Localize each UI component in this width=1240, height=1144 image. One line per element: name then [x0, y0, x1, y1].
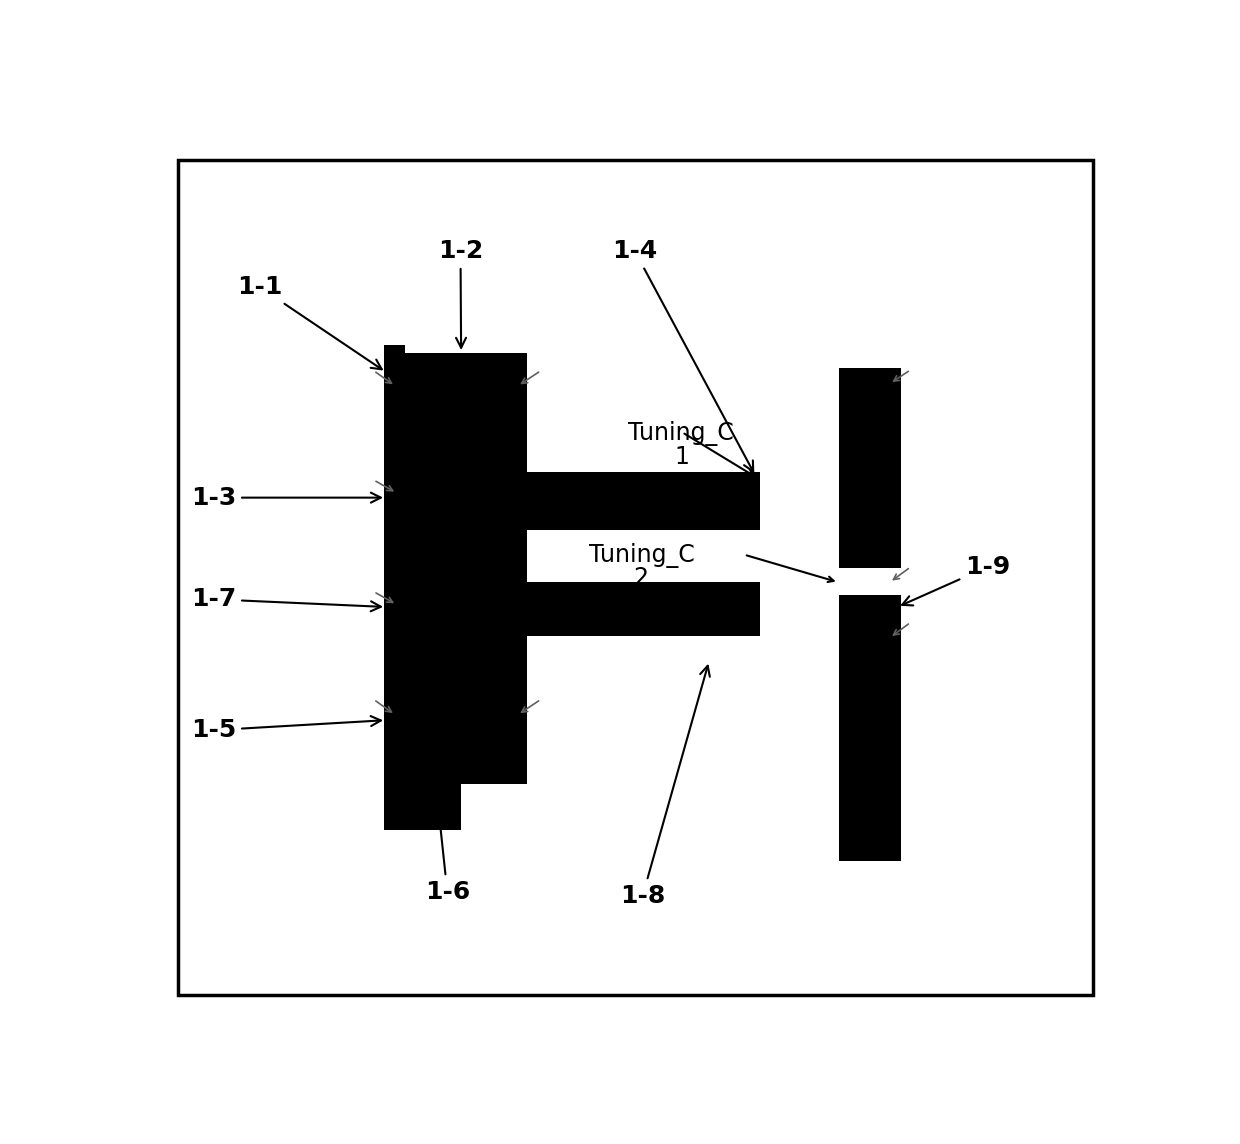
Text: R2: R2 [410, 702, 443, 726]
Text: 1-9: 1-9 [903, 555, 1011, 605]
Bar [383, 784, 461, 831]
Bar [383, 753, 527, 784]
Text: 1-5: 1-5 [191, 716, 381, 742]
Bar [527, 582, 759, 636]
Bar [383, 345, 405, 831]
Text: R1: R1 [410, 374, 443, 398]
Bar [838, 292, 900, 861]
Text: C11: C11 [410, 486, 458, 509]
Text: 1-3: 1-3 [191, 486, 381, 509]
Text: 1-6: 1-6 [424, 809, 470, 904]
Text: 1-4: 1-4 [613, 239, 753, 471]
Bar [383, 472, 759, 530]
Bar [383, 636, 527, 686]
Text: 2: 2 [634, 566, 649, 590]
Text: C6: C6 [410, 547, 443, 571]
Text: 1-7: 1-7 [191, 587, 381, 611]
Text: 1: 1 [675, 445, 689, 469]
Text: 1-2: 1-2 [438, 239, 484, 348]
Bar [383, 582, 527, 636]
Text: Tuning_C: Tuning_C [627, 421, 734, 446]
Bar [838, 292, 900, 368]
Bar [383, 422, 527, 472]
Text: 1-8: 1-8 [620, 666, 709, 907]
Text: Tuning_C: Tuning_C [589, 543, 694, 567]
Bar [551, 582, 755, 610]
FancyBboxPatch shape [179, 160, 1092, 995]
Bar [383, 530, 527, 582]
Bar [383, 352, 527, 422]
Text: 1-1: 1-1 [238, 276, 382, 370]
Bar [383, 686, 527, 753]
Bar [838, 569, 900, 595]
